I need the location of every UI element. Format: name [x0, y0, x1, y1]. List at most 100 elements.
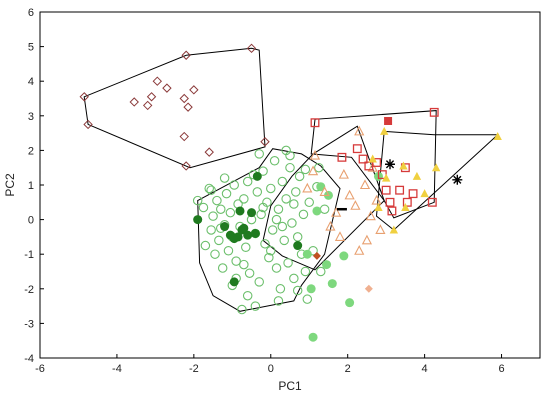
data-point — [401, 202, 410, 211]
data-point — [420, 189, 429, 198]
data-point — [371, 194, 382, 205]
data-point — [368, 154, 377, 163]
data-point — [358, 154, 368, 164]
data-point — [250, 228, 260, 238]
data-point — [210, 249, 220, 259]
data-point — [225, 207, 236, 218]
data-point — [344, 189, 355, 200]
data-point — [374, 202, 383, 211]
data-point — [325, 220, 336, 231]
data-point — [244, 268, 255, 278]
x-tick-label: 4 — [422, 363, 428, 375]
data-point — [271, 214, 282, 225]
data-point — [281, 194, 291, 204]
x-axis-title: PC1 — [278, 379, 302, 393]
data-point — [312, 206, 322, 216]
data-point — [79, 92, 89, 102]
data-point — [193, 215, 203, 225]
data-point — [310, 118, 320, 128]
data-point — [252, 171, 262, 181]
y-tick-label: 6 — [28, 7, 34, 19]
data-point — [334, 231, 346, 241]
y-tick-label: -1 — [24, 249, 34, 261]
data-point — [354, 125, 365, 136]
data-point — [293, 241, 303, 251]
data-point — [204, 147, 214, 157]
data-point — [208, 211, 218, 221]
data-point — [384, 116, 393, 125]
data-point — [267, 225, 278, 235]
data-point — [309, 149, 321, 160]
data-point — [252, 187, 263, 197]
data-point — [352, 144, 362, 154]
data-point — [277, 221, 288, 232]
data-point — [302, 294, 313, 304]
x-tick-label: 2 — [345, 363, 351, 375]
data-point — [319, 186, 330, 196]
data-point — [289, 273, 299, 284]
data-point — [229, 180, 239, 190]
data-point — [292, 232, 303, 242]
data-point — [241, 242, 251, 253]
data-point — [365, 210, 376, 221]
data-point — [395, 185, 405, 195]
data-point — [279, 235, 289, 246]
y-tick-label: 1 — [28, 180, 34, 192]
data-point — [258, 202, 268, 213]
data-point — [319, 204, 330, 214]
data-point — [239, 194, 249, 204]
data-point — [322, 260, 332, 270]
data-point — [212, 195, 222, 206]
data-point — [385, 159, 395, 170]
data-point — [256, 209, 266, 220]
data-point — [204, 183, 214, 194]
data-point — [300, 266, 311, 277]
y-tick-label: -2 — [24, 284, 34, 296]
data-point — [243, 230, 253, 240]
data-point — [152, 76, 163, 86]
data-point — [429, 107, 439, 117]
data-point — [277, 176, 288, 187]
data-point — [345, 298, 355, 308]
data-point — [408, 189, 418, 199]
data-point — [217, 263, 228, 273]
data-point — [431, 163, 441, 172]
data-point — [302, 249, 312, 259]
data-point — [316, 182, 326, 192]
data-point — [361, 234, 373, 245]
data-point — [181, 50, 191, 60]
data-point — [338, 168, 349, 179]
data-point — [179, 93, 189, 104]
data-point — [273, 296, 284, 306]
data-point — [289, 199, 299, 209]
data-point — [381, 173, 391, 182]
data-point — [192, 195, 203, 206]
data-point — [339, 251, 349, 261]
data-point — [214, 235, 224, 246]
data-point — [307, 165, 319, 176]
y-tick-label: -4 — [24, 353, 34, 365]
data-point — [285, 150, 295, 161]
data-point — [189, 85, 199, 95]
y-tick-label: 0 — [28, 215, 34, 227]
data-point — [285, 162, 295, 173]
data-point — [292, 285, 303, 296]
group-hull-5 — [375, 130, 499, 231]
data-point — [380, 126, 389, 135]
data-point — [162, 83, 172, 93]
x-tick-label: -6 — [35, 363, 45, 375]
data-point — [354, 245, 365, 255]
data-point — [291, 187, 301, 197]
data-point — [229, 277, 239, 287]
data-point — [233, 232, 243, 242]
group-hull-3 — [262, 125, 385, 271]
x-tick-label: -2 — [189, 363, 199, 375]
data-point — [198, 202, 209, 213]
data-point — [269, 156, 280, 166]
data-point — [83, 119, 93, 130]
hull-layer — [83, 47, 499, 312]
data-point — [146, 92, 157, 102]
group-hull-2 — [197, 148, 341, 312]
